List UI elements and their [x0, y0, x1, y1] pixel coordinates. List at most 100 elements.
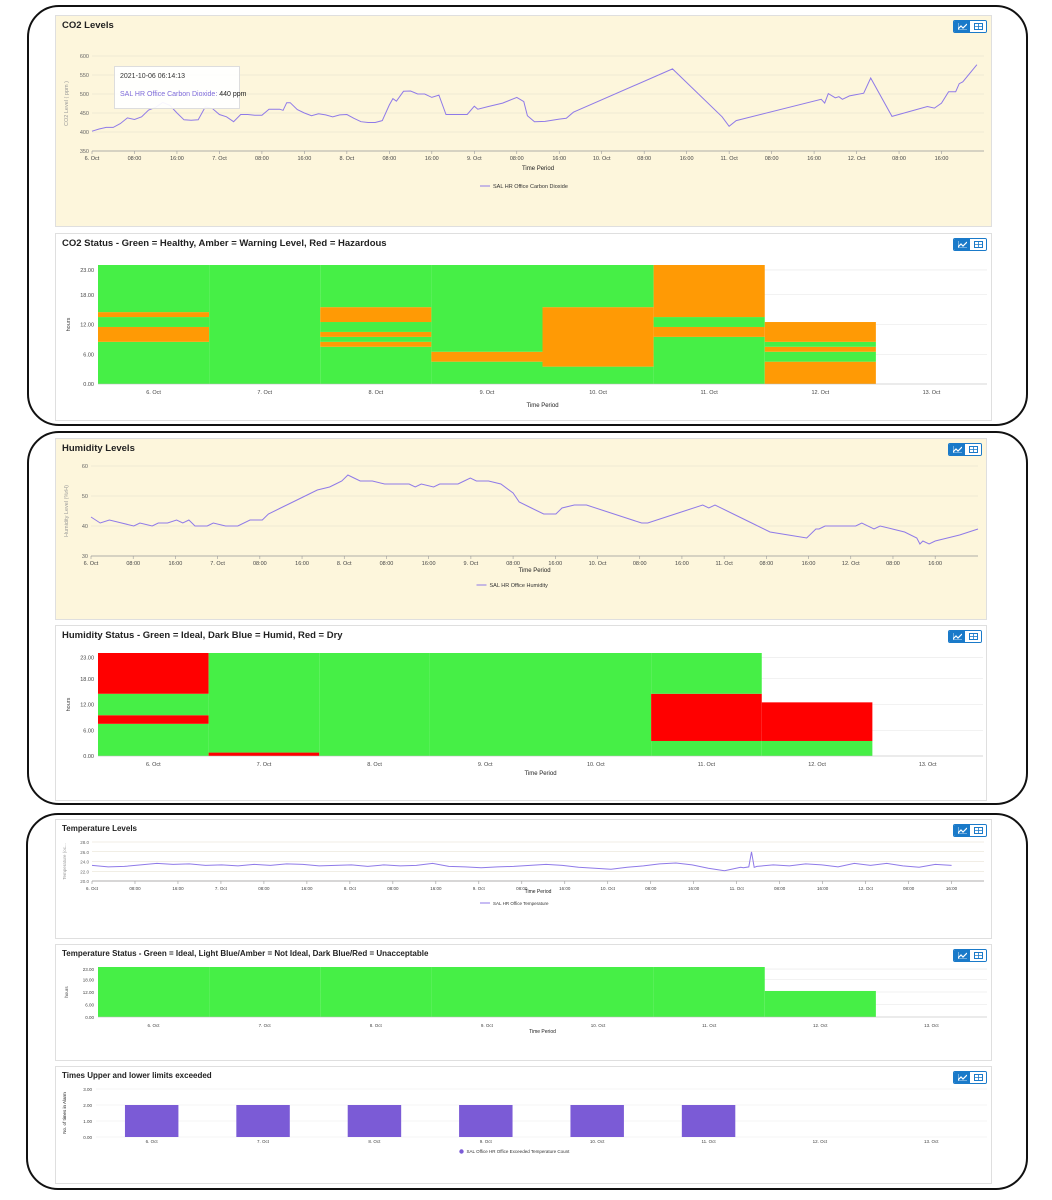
tooltip-date: 2021-10-06 06:14:13 — [120, 73, 185, 80]
heatmap-cell — [208, 752, 320, 756]
temperature-levels-chart[interactable]: 20.0 22.0 24.0 26.0 28.0 6. Oct 08:00 16:00 7. O… — [56, 820, 993, 940]
chart-view-button[interactable] — [949, 444, 965, 455]
x-tick-label: 9. Oct — [480, 390, 495, 396]
x-tick-label: 08:00 — [387, 886, 399, 891]
x-tick-label: 12. Oct — [848, 156, 866, 162]
table-view-button[interactable] — [970, 1072, 986, 1083]
y-tick-label: 6.00 — [85, 1003, 94, 1008]
heatmap-cell — [431, 967, 543, 1017]
chart-view-button[interactable] — [954, 1072, 970, 1083]
table-view-button[interactable] — [970, 950, 986, 961]
bar — [681, 1105, 736, 1137]
chart-view-button[interactable] — [954, 239, 970, 250]
x-tick-label: 6. Oct — [146, 1139, 159, 1144]
x-axis-label: Time Period — [526, 403, 558, 409]
table-grid-icon — [968, 633, 978, 640]
humidity-levels-chart[interactable]: 30 40 50 60 6. Oct 08:00 16:00 7. Oct 08:00 16:00… — [56, 439, 988, 621]
limits-exceeded-chart[interactable]: 0.00 1.00 2.00 3.00 6. Oct 7. Oct 8. Oct 9. Oct… — [56, 1067, 993, 1185]
y-tick-label: 23.00 — [80, 268, 94, 274]
chart-view-button[interactable] — [954, 825, 970, 836]
co2-status-panel: CO2 Status - Green = Healthy, Amber = Wa… — [55, 233, 992, 421]
legend-label: SAL HR Office Carbon Dioxide — [493, 184, 568, 190]
y-tick-label: 550 — [80, 73, 89, 79]
heatmap-cell — [542, 967, 654, 1017]
temperature-status-chart[interactable]: 0.00 6.00 12.00 18.00 23.00 6. Oct 7. Oct 8. Oc… — [56, 945, 993, 1062]
heatmap-cell — [431, 361, 543, 384]
x-tick-label: 16:00 — [422, 561, 436, 567]
line-chart-icon — [957, 1074, 967, 1081]
x-tick-label: 11. Oct — [730, 886, 745, 891]
tooltip-series: SAL HR Office Carbon Dioxide: — [120, 91, 218, 98]
heatmap-cell — [651, 653, 762, 694]
humidity-levels-panel: Humidity Levels 30 40 50 60 6. Oct 08:00 16:00… — [55, 438, 987, 620]
x-axis-label: Time Period — [525, 889, 552, 895]
x-tick-label: 08:00 — [759, 561, 773, 567]
legend-label: SAL HR Office Temperature — [493, 901, 549, 906]
heatmap-cell — [764, 341, 876, 347]
x-tick-label: 9. Oct — [478, 762, 493, 768]
y-tick-label: 23.00 — [83, 967, 95, 972]
x-tick-label: 16:00 — [559, 886, 571, 891]
y-tick-label: 18.00 — [80, 293, 94, 299]
x-tick-label: 13. Oct — [923, 390, 941, 396]
legend-marker — [459, 1149, 464, 1154]
x-tick-label: 10. Oct — [593, 156, 611, 162]
table-view-button[interactable] — [970, 239, 986, 250]
x-tick-label: 08:00 — [637, 156, 651, 162]
co2-levels-chart[interactable]: 350 400 450 500 550 600 6. Oct 08:00 16:00 7. Oct… — [56, 16, 993, 228]
y-tick-label: 18.00 — [80, 677, 94, 683]
view-toggle — [953, 20, 987, 33]
x-tick-label: 16:00 — [430, 886, 442, 891]
x-tick-label: 08:00 — [645, 886, 657, 891]
x-tick-label: 16:00 — [935, 156, 949, 162]
panel-title: CO2 Levels — [62, 20, 114, 31]
chart-view-button[interactable] — [954, 950, 970, 961]
x-tick-label: 8. Oct — [340, 156, 355, 162]
x-tick-label: 16:00 — [297, 156, 311, 162]
table-view-button[interactable] — [965, 444, 981, 455]
table-view-button[interactable] — [970, 825, 986, 836]
view-toggle — [953, 1071, 987, 1084]
y-tick-label: 6.00 — [83, 728, 94, 734]
x-axis-label: Time Period — [529, 1029, 556, 1035]
y-tick-label: 6.00 — [83, 352, 94, 358]
heatmap-cell — [320, 967, 432, 1017]
table-view-button[interactable] — [965, 631, 981, 642]
line-chart-icon — [957, 241, 967, 248]
x-tick-label: 6. Oct — [86, 886, 99, 891]
y-tick-label: 1.00 — [83, 1119, 92, 1124]
x-tick-label: 16:00 — [295, 561, 309, 567]
heatmap-cell — [320, 341, 432, 347]
line-chart-icon — [957, 827, 967, 834]
y-tick-label: 0.00 — [85, 1015, 94, 1020]
table-view-button[interactable] — [970, 21, 986, 32]
chart-view-button[interactable] — [949, 631, 965, 642]
y-tick-label: 500 — [80, 92, 89, 98]
x-tick-label: 7. Oct — [257, 1139, 270, 1144]
bar — [570, 1105, 624, 1137]
x-tick-label: 9. Oct — [480, 1139, 493, 1144]
series-line — [91, 64, 978, 132]
chart-view-button[interactable] — [954, 21, 970, 32]
heatmap-cell — [653, 317, 765, 327]
humidity-status-chart[interactable]: 0.00 6.00 12.00 18.00 23.00 6. Oct 7. Oct 8. Oc… — [56, 626, 988, 802]
x-tick-label: 11. Oct — [698, 762, 716, 768]
humidity-status-panel: Humidity Status - Green = Ideal, Dark Bl… — [55, 625, 987, 801]
x-tick-label: 10. Oct — [589, 390, 607, 396]
x-tick-label: 08:00 — [380, 561, 394, 567]
y-tick-label: 0.00 — [83, 754, 94, 760]
heatmap-cell — [98, 326, 210, 342]
co2-status-chart[interactable]: 0.00 6.00 12.00 18.00 23.00 6. Oct 7. Oct 8. Oc… — [56, 234, 993, 422]
x-tick-label: 8. Oct — [337, 561, 352, 567]
heatmap-cell — [764, 346, 876, 352]
line-chart-icon — [952, 633, 962, 640]
line-chart-icon — [952, 446, 962, 453]
x-tick-label: 08:00 — [774, 886, 786, 891]
heatmap-cell — [98, 341, 210, 384]
x-tick-label: 9. Oct — [467, 156, 482, 162]
x-tick-label: 8. Oct — [370, 1023, 383, 1028]
x-tick-label: 6. Oct — [85, 156, 100, 162]
legend-label: SAL Office HR Office Exceeded Temperatur… — [467, 1149, 571, 1154]
temperature-status-panel: Temperature Status - Green = Ideal, Ligh… — [55, 944, 992, 1061]
x-tick-label: 7. Oct — [259, 1023, 272, 1028]
